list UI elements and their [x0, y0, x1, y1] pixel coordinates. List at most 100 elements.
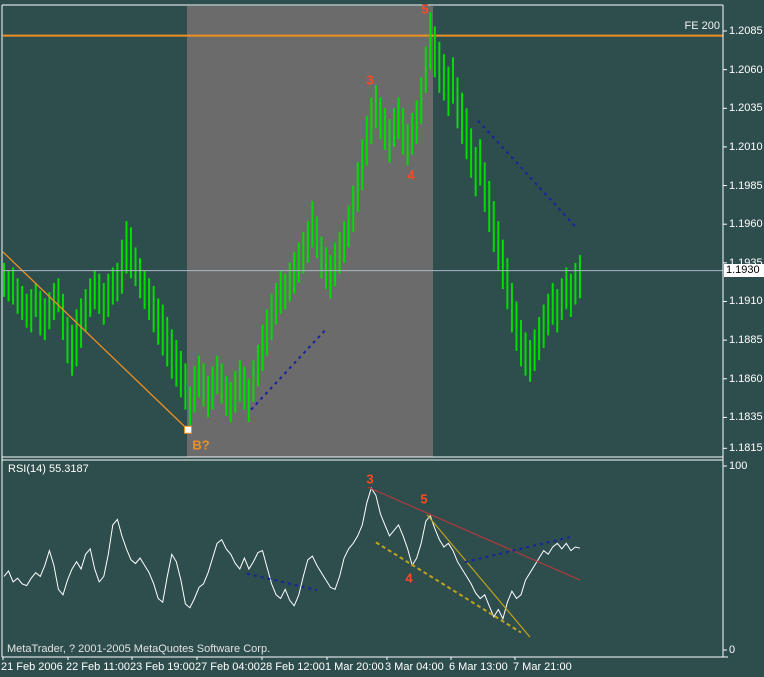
ohlc-bar: [388, 119, 391, 163]
ohlc-bar: [542, 304, 545, 348]
ohlc-bar: [198, 355, 201, 398]
ohlc-bar: [374, 85, 377, 129]
ohlc-bar: [411, 112, 414, 155]
ohlc-bar: [166, 316, 169, 367]
ohlc-bar: [148, 278, 151, 321]
current-price-box: 1.1930: [724, 263, 764, 277]
ohlc-bar: [524, 332, 527, 376]
blue-dashed-left[interactable]: [246, 572, 318, 592]
copyright-watermark: MetaTrader, ? 2001-2005 MetaQuotes Softw…: [7, 643, 271, 655]
ohlc-bar: [470, 128, 473, 178]
ohlc-bar: [415, 100, 418, 144]
ohlc-bar: [102, 282, 105, 325]
ohlc-bar: [451, 57, 454, 104]
ohlc-bar: [397, 97, 400, 140]
ohlc-bar: [12, 267, 15, 305]
ohlc-bar: [3, 262, 5, 297]
ohlc-bar: [315, 216, 318, 259]
ohlc-bar: [61, 293, 64, 341]
ohlc-bar: [57, 278, 60, 313]
ohlc-bar: [288, 262, 291, 302]
yellow-channel-solid[interactable]: [426, 514, 531, 638]
ohlc-bar: [533, 329, 536, 372]
ohlc-bar: [329, 255, 332, 299]
ohlc-bar: [574, 262, 577, 305]
ohlc-bar: [492, 201, 495, 253]
ohlc-bar: [139, 258, 142, 299]
ohlc-bar: [379, 97, 382, 140]
rsi-indicator-label: RSI(14) 55.3187: [8, 463, 89, 475]
ohlc-bar: [510, 282, 513, 333]
ohlc-bar: [98, 273, 101, 314]
trendline-selection-handle[interactable]: [184, 425, 192, 434]
ohlc-bar: [556, 289, 559, 333]
ohlc-bar: [66, 316, 69, 364]
ohlc-bar: [560, 278, 563, 321]
ohlc-bar: [21, 286, 24, 321]
ohlc-bar: [157, 298, 160, 345]
ohlc-bar: [433, 26, 436, 78]
ohlc-bar: [75, 309, 78, 367]
ohlc-bar: [352, 185, 355, 232]
ohlc-bar: [266, 309, 269, 356]
blue-dashed-down[interactable]: [477, 119, 577, 228]
ohlc-bar: [293, 252, 296, 294]
ohlc-bar: [80, 298, 83, 348]
ohlc-bar: [515, 301, 518, 351]
ohlc-bar: [506, 258, 509, 310]
ohlc-bar: [501, 239, 504, 290]
ohlc-bar: [338, 231, 341, 274]
ohlc-bar: [30, 289, 33, 333]
ohlc-bar: [334, 242, 337, 287]
ohlc-bar: [551, 282, 554, 325]
ohlc-bar: [497, 221, 500, 271]
ohlc-bar: [207, 375, 210, 418]
ohlc-bar: [16, 278, 19, 314]
ohlc-bar: [393, 108, 396, 147]
ohlc-bar: [120, 239, 123, 294]
ohlc-bar: [306, 221, 309, 263]
ohlc-bar: [420, 77, 423, 124]
ohlc-bar: [229, 381, 232, 423]
ohlc-bar: [302, 231, 305, 274]
ohlc-bar: [184, 363, 187, 410]
highlight-region-band[interactable]: [187, 6, 433, 457]
ohlc-bar: [547, 293, 550, 336]
red-resistance-line[interactable]: [367, 486, 581, 581]
ohlc-bar: [361, 139, 364, 191]
rsi-line: [3, 486, 581, 621]
ohlc-bar: [578, 255, 581, 299]
ohlc-bar: [261, 324, 264, 372]
ohlc-bar: [456, 77, 459, 129]
ohlc-bar: [43, 298, 46, 341]
ohlc-bar: [488, 180, 491, 232]
ohlc-bar: [234, 371, 237, 413]
fibonacci-expansion-label[interactable]: FE 200: [684, 20, 720, 32]
ohlc-bar: [284, 273, 287, 310]
ohlc-bar: [256, 344, 259, 387]
ohlc-bar: [107, 273, 110, 317]
ohlc-bar: [324, 247, 327, 290]
main-chart-pane[interactable]: [3, 6, 723, 457]
orange-trendline-down[interactable]: [2, 251, 189, 431]
ohlc-bar: [111, 267, 114, 305]
ohlc-bar: [202, 363, 205, 407]
ohlc-bar: [93, 270, 96, 310]
ohlc-bar: [447, 66, 450, 117]
ohlc-bar: [383, 108, 386, 151]
ohlc-bar: [311, 201, 314, 248]
ohlc-bar: [320, 236, 323, 279]
blue-dashed-up[interactable]: [250, 328, 327, 411]
rsi-pane[interactable]: [3, 461, 723, 657]
ohlc-bar: [179, 350, 182, 398]
ohlc-bar: [175, 340, 178, 387]
yellow-channel-dashed[interactable]: [375, 541, 522, 634]
ohlc-bar: [529, 340, 532, 382]
ohlc-bar: [483, 162, 486, 212]
ohlc-bar: [461, 92, 464, 144]
ohlc-bar: [238, 360, 241, 402]
ohlc-bar: [134, 247, 137, 287]
ohlc-bar: [161, 304, 164, 356]
